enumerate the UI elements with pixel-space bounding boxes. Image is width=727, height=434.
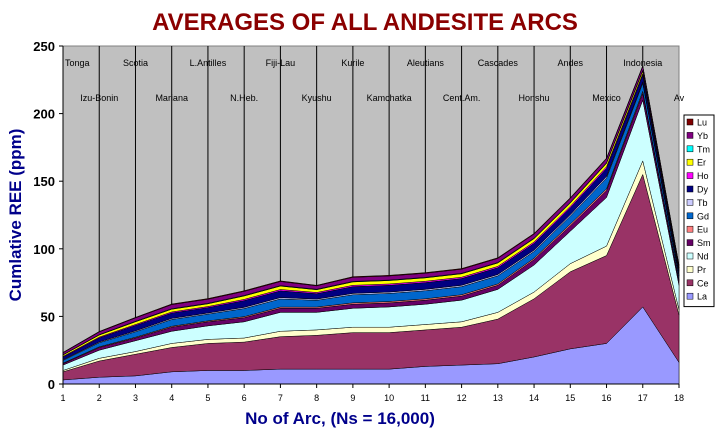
legend-swatch-sm bbox=[686, 239, 694, 246]
legend-label-nd: Nd bbox=[697, 252, 709, 262]
legend-label-tm: Tm bbox=[697, 144, 710, 154]
legend-swatch-tb bbox=[686, 199, 694, 206]
arc-label-top: Tonga bbox=[65, 58, 90, 68]
arc-label-bottom: Kyushu bbox=[302, 93, 332, 103]
arc-label-top: Kurile bbox=[341, 58, 364, 68]
legend-swatch-ce bbox=[686, 279, 694, 287]
arc-label-top: Scotia bbox=[123, 58, 148, 68]
legend-label-dy: Dy bbox=[697, 185, 708, 195]
chart-title: AVERAGES OF ALL ANDESITE ARCS bbox=[152, 9, 578, 36]
y-axis-title: Cumlative REE (ppm) bbox=[6, 129, 25, 302]
legend-label-lu: Lu bbox=[697, 118, 707, 128]
y-tick-label: 0 bbox=[48, 377, 55, 392]
y-tick-label: 100 bbox=[33, 242, 55, 257]
x-tick-label: 6 bbox=[242, 393, 247, 403]
legend-swatch-dy bbox=[686, 185, 694, 193]
legend: Lu Yb Tm Er Ho Dy Tb Gd Eu Sm Nd Pr Ce La bbox=[683, 114, 715, 308]
y-tick-label: 150 bbox=[33, 174, 55, 189]
legend-label-gd: Gd bbox=[697, 211, 709, 221]
x-tick-label: 13 bbox=[493, 393, 503, 403]
legend-swatch-yb bbox=[686, 132, 694, 139]
legend-label-er: Er bbox=[697, 158, 706, 168]
legend-swatch-tm bbox=[686, 145, 694, 153]
x-tick-label: 5 bbox=[205, 393, 210, 403]
arc-label-bottom: Izu-Bonin bbox=[80, 93, 118, 103]
x-tick-label: 9 bbox=[350, 393, 355, 403]
x-tick-label: 7 bbox=[278, 393, 283, 403]
x-tick-label: 11 bbox=[421, 393, 430, 403]
arc-label-bottom: Mariana bbox=[155, 93, 188, 103]
arc-label-top: Indonesia bbox=[623, 58, 662, 68]
stacked-areas bbox=[62, 64, 680, 385]
arc-label-bottom: Cent.Am. bbox=[443, 93, 481, 103]
x-tick-label: 10 bbox=[384, 393, 394, 403]
arc-label-bottom: Honshu bbox=[519, 93, 550, 103]
arc-labels: Tonga Scotia L.Antilles Fiji-Lau Kurile Aleut… bbox=[65, 58, 685, 103]
arc-label-top: Aleutians bbox=[407, 58, 445, 68]
x-tick-label: 2 bbox=[97, 393, 102, 403]
x-tick-label: 16 bbox=[602, 393, 612, 403]
arc-label-bottom: N.Heb. bbox=[230, 93, 258, 103]
legend-swatch-nd bbox=[686, 252, 694, 260]
x-axis-title: No of Arc, (Ns = 16,000) bbox=[245, 409, 435, 428]
arc-label-top: L.Antilles bbox=[190, 58, 227, 68]
legend-label-sm: Sm bbox=[697, 238, 711, 248]
x-tick-label: 1 bbox=[60, 393, 65, 403]
legend-label-tb: Tb bbox=[697, 198, 708, 208]
legend-label-ho: Ho bbox=[697, 171, 709, 181]
x-tick-label: 17 bbox=[638, 393, 648, 403]
legend-label-yb: Yb bbox=[697, 131, 708, 141]
legend-swatch-er bbox=[686, 158, 694, 166]
arc-label-bottom: Av bbox=[674, 93, 685, 103]
legend-swatch-la bbox=[686, 292, 694, 300]
legend-label-eu: Eu bbox=[697, 225, 708, 235]
x-tick-label: 15 bbox=[565, 393, 575, 403]
legend-swatch-eu bbox=[686, 225, 694, 233]
legend-label-ce: Ce bbox=[697, 278, 709, 288]
area-lu bbox=[62, 64, 680, 354]
x-tick-label: 12 bbox=[457, 393, 467, 403]
x-tick-label: 8 bbox=[314, 393, 319, 403]
arc-label-top: Cascades bbox=[478, 58, 519, 68]
legend-swatch-lu bbox=[686, 118, 694, 126]
legend-swatch-pr bbox=[686, 266, 694, 273]
x-tick-label: 18 bbox=[674, 393, 684, 403]
legend-label-pr: Pr bbox=[697, 265, 706, 275]
x-tick-label: 3 bbox=[133, 393, 138, 403]
legend-swatch-ho bbox=[686, 172, 694, 179]
x-tick-label: 14 bbox=[529, 393, 539, 403]
legend-label-la: La bbox=[697, 292, 707, 302]
arc-label-bottom: Kamchatka bbox=[367, 93, 412, 103]
arc-label-top: Andes bbox=[558, 58, 584, 68]
arc-label-bottom: Mexico bbox=[592, 93, 621, 103]
y-tick-label: 200 bbox=[33, 107, 55, 122]
arc-label-top: Fiji-Lau bbox=[266, 58, 296, 68]
legend-swatch-gd bbox=[686, 212, 694, 220]
y-tick-label: 50 bbox=[41, 309, 55, 324]
x-tick-label: 4 bbox=[169, 393, 174, 403]
y-tick-label: 250 bbox=[33, 39, 55, 54]
